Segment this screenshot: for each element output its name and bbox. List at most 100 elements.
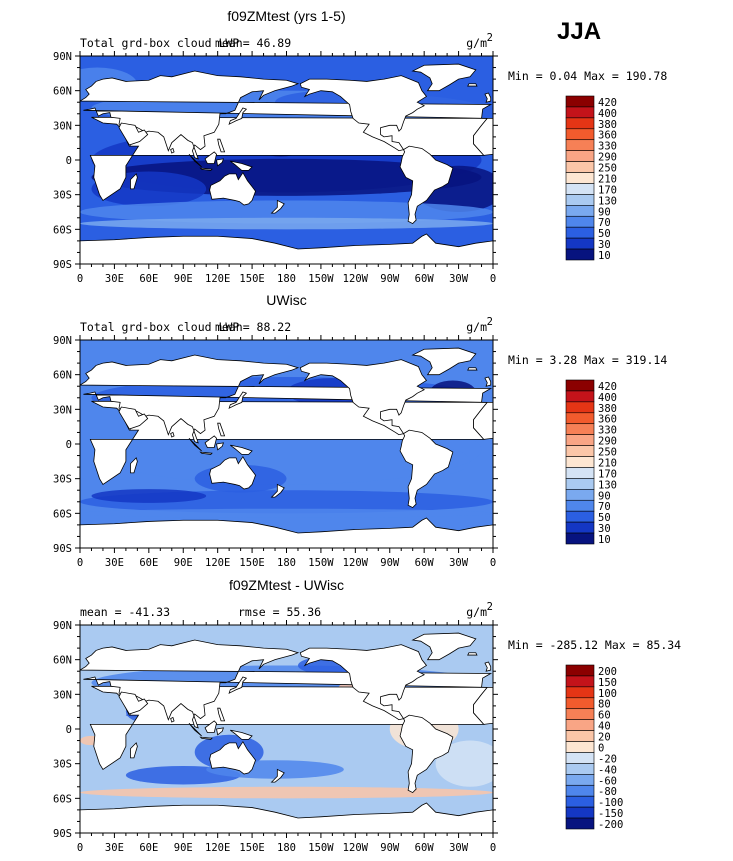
lat-tick-label: 60N [53, 86, 72, 98]
colorbar-swatch [565, 412, 595, 425]
colorbar-label: 380 [598, 119, 617, 131]
land-outline [217, 138, 226, 153]
land-outline [170, 716, 175, 723]
colorbar-swatch [565, 510, 595, 523]
panel-units-exponent: 2 [487, 32, 493, 44]
land-outline [230, 729, 253, 740]
colorbar-swatch [565, 150, 595, 162]
lon-tick-label: 60W [415, 273, 435, 285]
lat-tick-label: 60N [53, 655, 72, 667]
land-outline [216, 727, 224, 736]
colorbar-label: 420 [598, 381, 617, 393]
land-outline [188, 722, 202, 737]
lon-tick-label: 90E [174, 273, 193, 285]
colorbar-swatch [565, 499, 595, 512]
land-outline [204, 720, 217, 733]
colorbar-swatch [565, 719, 595, 731]
panel-units: g/m [466, 320, 487, 334]
lon-tick-label: 180 [277, 557, 296, 569]
colorbar-swatch [565, 423, 595, 435]
lon-tick-label: 180 [277, 273, 296, 285]
lon-tick-label: 90W [380, 842, 400, 854]
colorbar-swatch [565, 806, 595, 819]
land-outline [80, 802, 493, 833]
colorbar-label: -100 [598, 797, 623, 809]
colorbar-label: 70 [598, 217, 611, 229]
colorbar-label: 40 [598, 721, 611, 733]
panel-mean-stat: mean= 88.22 [215, 320, 291, 334]
colorbar-swatch [565, 817, 595, 830]
lon-tick-label: 30E [105, 273, 124, 285]
land-outline [199, 736, 213, 740]
land-outline [217, 707, 226, 722]
colorbar-swatch [565, 117, 595, 130]
lat-tick-label: 90S [53, 259, 72, 271]
colorbar-swatch [565, 205, 595, 217]
lat-tick-label: 30S [53, 759, 72, 771]
colorbar-label: -80 [598, 786, 617, 798]
colorbar-swatch [565, 128, 595, 141]
panel-minmax: Min = 0.04 Max = 190.78 [508, 69, 667, 83]
colorbar-swatch [565, 434, 595, 446]
lon-tick-label: 60E [139, 557, 158, 569]
colorbar-swatch [565, 675, 595, 688]
lat-tick-label: 30S [53, 474, 72, 486]
land-outline [473, 118, 493, 156]
land-outline [467, 652, 478, 656]
colorbar-label: 420 [598, 97, 617, 109]
lon-tick-label: 0 [490, 273, 496, 285]
land-outline [80, 517, 493, 548]
colorbar-label: 90 [598, 206, 611, 218]
colorbar-label: 90 [598, 490, 611, 502]
lat-tick-label: 30N [53, 404, 72, 416]
lon-tick-label: 90W [380, 273, 400, 285]
land-outline [80, 233, 493, 264]
lon-tick-label: 60W [415, 557, 435, 569]
lon-tick-label: 120W [343, 273, 369, 285]
colorbar-label: 210 [598, 457, 617, 469]
land-outline [411, 347, 477, 376]
lat-tick-label: 30N [53, 689, 72, 701]
panel-title: f09ZMtest (yrs 1-5) [227, 8, 345, 24]
lon-tick-label: 0 [77, 557, 83, 569]
lat-tick-label: 90N [53, 620, 72, 632]
colorbar-swatch [565, 248, 595, 261]
colorbar-label: -60 [598, 775, 617, 787]
colorbar-swatch [565, 489, 595, 501]
colorbar-label: 290 [598, 436, 617, 448]
land-outline [411, 632, 477, 661]
colorbar-swatch [565, 664, 595, 677]
land-outline [188, 153, 202, 168]
land-outline [473, 401, 493, 440]
lon-tick-label: 0 [490, 557, 496, 569]
land-outline [230, 160, 253, 171]
land-outline [399, 714, 454, 794]
field-contour [406, 82, 488, 111]
panel-units: g/m [466, 36, 487, 50]
colorbar-label: 150 [598, 677, 617, 689]
panel-minmax: Min = 3.28 Max = 319.14 [508, 353, 667, 367]
land-outline [299, 644, 428, 721]
land-outline [299, 359, 428, 436]
lon-tick-label: 120E [205, 273, 230, 285]
land-outline [118, 406, 149, 430]
colorbar-swatch [565, 215, 595, 228]
field-layer [80, 340, 493, 548]
land-outline [228, 107, 248, 125]
land-outline [188, 437, 202, 452]
lon-tick-label: 150E [239, 842, 264, 854]
colorbar-swatch [565, 390, 595, 403]
lon-tick-label: 30W [449, 557, 469, 569]
colorbar-swatch [565, 95, 595, 108]
land-outline [204, 435, 217, 448]
colorbar-swatch [565, 401, 595, 414]
lat-tick-label: 30S [53, 190, 72, 202]
colorbar-label: 400 [598, 392, 617, 404]
land-outline [118, 122, 149, 146]
panel-title: UWisc [266, 292, 306, 308]
lat-tick-label: 90S [53, 543, 72, 555]
colorbar-swatch [565, 741, 595, 753]
